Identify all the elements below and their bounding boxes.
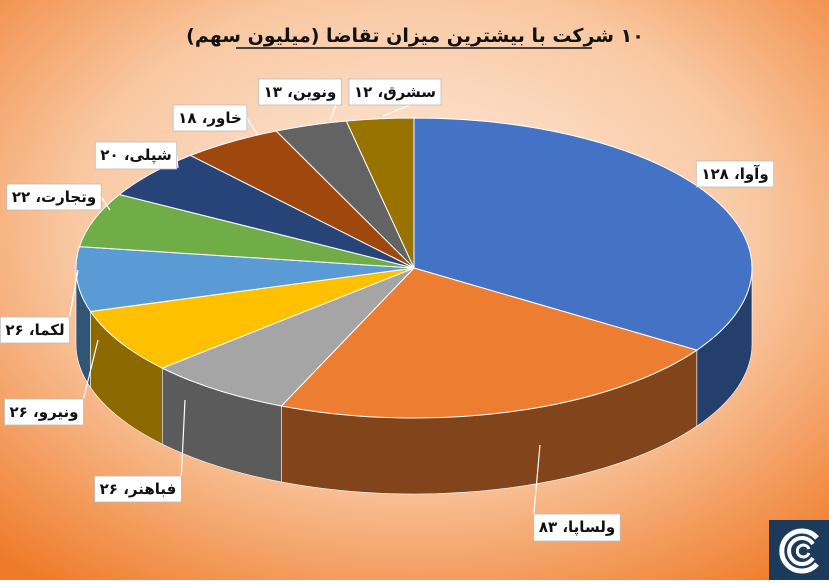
pie-top [75,117,753,419]
data-label-4: ونیرو، ۲۶ [4,398,84,426]
data-label-10: سشرق، ۱۲ [348,78,442,106]
leader-line-2 [533,444,541,515]
leader-line-6 [100,196,111,211]
data-label-5: لکما، ۲۶ [0,316,71,344]
data-label-box-7 [94,141,178,170]
data-label-8: خاور، ۱۸ [172,104,248,132]
data-label-9: ونوین، ۱۳ [258,78,342,106]
data-label-box-9 [258,78,342,106]
data-label-text-4: ونیرو، ۲۶ [10,403,79,421]
data-label-box-6 [6,183,102,211]
data-label-text-1: وآوا، ۱۲۸ [701,165,768,183]
pie-slice-4 [89,267,415,369]
data-label-box-10 [348,78,442,106]
data-label-text-10: سشرق، ۱۲ [354,83,436,101]
data-label-box-1 [695,160,775,188]
chart-title: ۱۰ شرکت با بیشترین میزان تقاضا (میلیون س… [186,25,644,49]
leader-line-4 [82,339,99,400]
brand-logo [769,520,829,580]
data-label-text-8: خاور، ۱۸ [178,109,242,127]
pie-sides [75,267,753,495]
data-label-text-3: فباهنر، ۲۶ [100,480,177,498]
pie-slice-10 [345,117,415,269]
data-label-box-8 [172,104,248,132]
pie-slice-3 [161,267,415,407]
data-label-text-6: وتجارت، ۲۲ [12,188,96,206]
leader-line-3 [180,399,186,477]
data-label-box-5 [0,316,71,344]
leader-line-5 [69,269,79,318]
leader-line-8 [246,117,259,136]
data-label-2: ولساپا، ۸۳ [533,513,621,542]
data-label-box-4 [4,398,84,426]
brand-logo-icon [769,520,829,580]
pie-slice-6 [78,193,415,269]
data-label-box-2 [533,513,621,542]
data-label-3: فباهنر، ۲۶ [94,475,182,503]
chart-title-text: ۱۰ شرکت با بیشترین میزان تقاضا (میلیون س… [186,25,644,47]
data-label-text-5: لکما، ۲۶ [5,321,64,339]
data-label-6: وتجارت، ۲۲ [6,183,102,211]
data-label-7: شپلی، ۲۰ [94,141,178,170]
data-label-text-9: ونوین، ۱۳ [264,83,337,101]
pie-slice-2 [280,267,698,419]
data-label-text-7: شپلی، ۲۰ [100,146,171,165]
data-label-text-2: ولساپا، ۸۳ [539,518,615,537]
pie-labels: وآوا، ۱۲۸ ولساپا، ۸۳ فباهنر، ۲۶ ونیرو، ۲۶ لک… [0,78,775,542]
data-label-1: وآوا، ۱۲۸ [695,160,775,188]
data-label-box-3 [94,475,182,503]
